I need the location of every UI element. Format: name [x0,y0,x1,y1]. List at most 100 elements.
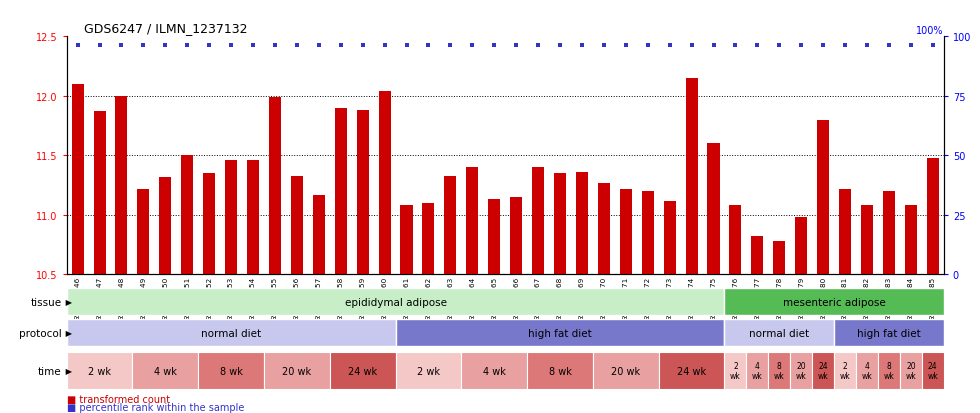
Bar [839,189,851,275]
Bar [357,111,368,275]
Bar [900,352,922,389]
Text: 8 wk: 8 wk [220,366,242,376]
Bar [198,352,264,389]
Bar [752,237,763,275]
Bar [527,352,593,389]
Text: 4 wk: 4 wk [483,366,506,376]
Bar [619,189,632,275]
Text: 20 wk: 20 wk [282,366,312,376]
Text: 20
wk: 20 wk [796,361,807,380]
Text: 24 wk: 24 wk [348,366,377,376]
Text: mesenteric adipose: mesenteric adipose [783,297,886,307]
Bar [67,352,132,389]
Bar [659,352,724,389]
Bar [790,352,812,389]
Bar [396,319,724,347]
Bar [729,206,742,275]
Bar [72,85,83,275]
Bar [724,352,747,389]
Text: 4
wk: 4 wk [752,361,762,380]
Bar [269,98,281,275]
Bar [335,108,347,275]
Bar [878,352,900,389]
Bar [466,168,478,275]
Bar [861,206,873,275]
Bar [795,218,808,275]
Text: 8
wk: 8 wk [774,361,785,380]
Bar [812,352,834,389]
Bar [663,201,675,275]
Text: 20
wk: 20 wk [906,361,916,380]
Text: normal diet: normal diet [201,328,261,338]
Bar [203,174,216,275]
Text: epididymal adipose: epididymal adipose [345,297,447,307]
Bar [642,192,654,275]
Bar [67,288,724,316]
Bar [817,120,829,275]
Bar [67,319,396,347]
Text: 24
wk: 24 wk [927,361,938,380]
Bar [247,161,259,275]
Bar [724,319,834,347]
Bar [905,206,917,275]
Bar [137,189,149,275]
Text: 2
wk: 2 wk [730,361,741,380]
Bar [768,352,790,389]
Bar [532,168,544,275]
Bar [686,79,698,275]
Text: 20 wk: 20 wk [612,366,640,376]
Text: ▶: ▶ [63,297,72,306]
Bar [93,112,106,275]
Text: 24
wk: 24 wk [817,361,828,380]
Bar [598,183,610,275]
Text: time: time [38,366,62,376]
Text: ■ transformed count: ■ transformed count [67,394,170,404]
Text: 24 wk: 24 wk [677,366,707,376]
Bar [511,197,522,275]
Bar [857,352,878,389]
Bar [401,206,413,275]
Bar [313,195,324,275]
Bar [834,319,944,347]
Bar [291,176,303,275]
Text: ▶: ▶ [63,328,72,337]
Text: protocol: protocol [19,328,62,338]
Text: 4
wk: 4 wk [861,361,872,380]
Text: GDS6247 / ILMN_1237132: GDS6247 / ILMN_1237132 [84,21,248,35]
Bar [747,352,768,389]
Bar [160,177,172,275]
Text: tissue: tissue [30,297,62,307]
Bar [593,352,659,389]
Bar [773,241,785,275]
Text: 8 wk: 8 wk [549,366,571,376]
Bar [922,352,944,389]
Bar [181,156,193,275]
Text: 4 wk: 4 wk [154,366,176,376]
Bar [834,352,857,389]
Bar [554,174,566,275]
Bar [132,352,198,389]
Bar [724,288,944,316]
Bar [927,158,939,275]
Bar [330,352,396,389]
Bar [378,92,391,275]
Text: ■ percentile rank within the sample: ■ percentile rank within the sample [67,402,244,412]
Bar [444,176,457,275]
Bar [488,200,500,275]
Bar [225,161,237,275]
Text: 100%: 100% [916,26,944,36]
Text: high fat diet: high fat diet [858,328,921,338]
Bar [264,352,330,389]
Text: high fat diet: high fat diet [528,328,592,338]
Bar [462,352,527,389]
Bar [708,144,719,275]
Bar [396,352,462,389]
Text: 8
wk: 8 wk [884,361,895,380]
Bar [422,204,434,275]
Bar [116,97,127,275]
Text: 2 wk: 2 wk [88,366,111,376]
Text: 2
wk: 2 wk [840,361,851,380]
Text: 2 wk: 2 wk [416,366,440,376]
Bar [883,192,895,275]
Text: ▶: ▶ [63,366,72,375]
